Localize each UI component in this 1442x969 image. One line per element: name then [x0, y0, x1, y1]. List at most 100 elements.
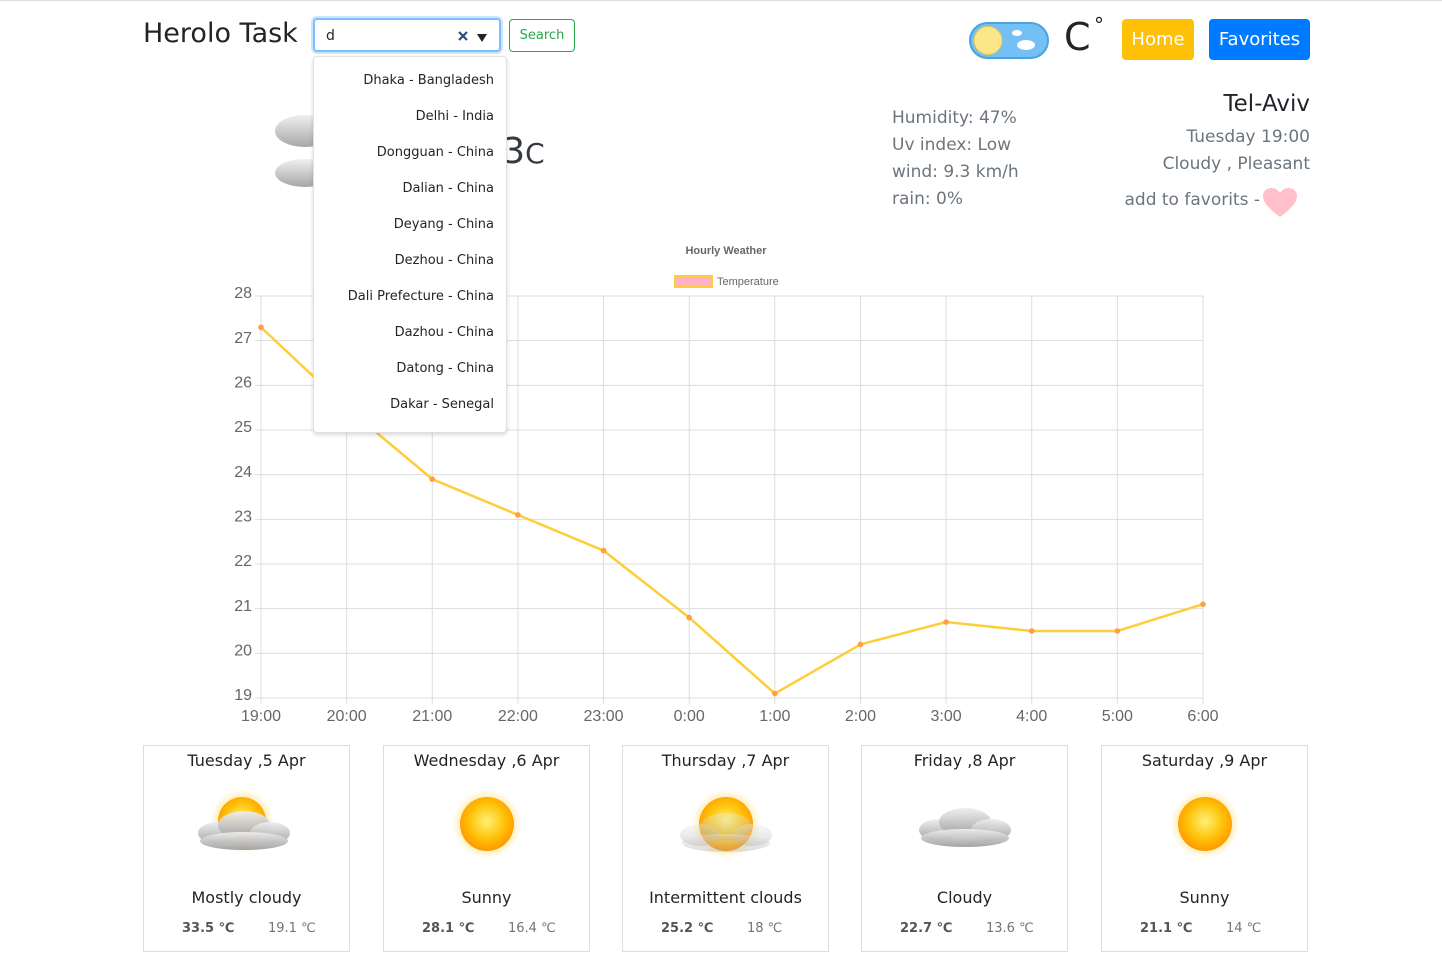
- forecast-min: 13.6 ℃: [986, 921, 1034, 936]
- theme-toggle[interactable]: [968, 21, 1052, 61]
- weather-icon: [919, 808, 1011, 847]
- forecast-card: Tuesday ,5 Apr Mostly cloudy 33.5 ℃ 19.1 ℃: [143, 745, 350, 952]
- forecast-condition: Cloudy: [936, 888, 993, 907]
- y-tick-label: 28: [234, 285, 252, 302]
- cloud: [921, 829, 1009, 847]
- autocomplete-option[interactable]: Dali Prefecture - China: [347, 289, 494, 304]
- autocomplete-option[interactable]: Dazhou - China: [394, 325, 494, 340]
- x-tick-label: 22:00: [498, 708, 538, 725]
- y-tick-label: 23: [234, 509, 252, 526]
- icon-group: [452, 789, 522, 859]
- current-condition: Cloudy , Pleasant: [1162, 154, 1310, 174]
- unit-degree: °: [1094, 13, 1104, 37]
- clear-arrow[interactable]: [457, 30, 497, 44]
- forecast-day: Tuesday ,5 Apr: [187, 751, 306, 770]
- forecast-min: 19.1 ℃: [268, 921, 316, 936]
- y-tick-label: 27: [234, 330, 252, 347]
- autocomplete-option[interactable]: Dezhou - China: [394, 253, 494, 268]
- x-tick-label: 23:00: [584, 708, 624, 725]
- forecast-condition: Intermittent clouds: [649, 888, 802, 907]
- x-tick-label: 20:00: [327, 708, 367, 725]
- x-tick-label: 4:00: [1016, 708, 1047, 725]
- point: [943, 619, 949, 625]
- y-tick-label: 24: [234, 464, 252, 481]
- autocomplete-option[interactable]: Dhaka - Bangladesh: [363, 73, 494, 88]
- forecast-day: Thursday ,7 Apr: [661, 751, 790, 770]
- x-tick-label: 6:00: [1187, 708, 1218, 725]
- point: [1114, 628, 1121, 634]
- autocomplete-option[interactable]: Dongguan - China: [376, 145, 494, 160]
- forecast-day: Saturday ,9 Apr: [1141, 751, 1268, 770]
- search-input[interactable]: d: [313, 18, 501, 52]
- y-tick-label: 22: [234, 553, 252, 570]
- y-tick-label: 20: [234, 643, 252, 660]
- autocomplete-option[interactable]: Delhi - India: [415, 109, 494, 124]
- app-title: Herolo Task: [143, 18, 298, 49]
- weather-icon: [198, 789, 290, 853]
- forecast-condition: Mostly cloudy: [191, 888, 302, 907]
- temperature-line: [260, 326, 1204, 696]
- autocomplete-option[interactable]: Dalian - China: [402, 181, 495, 196]
- icon-group: [919, 808, 1011, 847]
- cloud: [200, 832, 288, 850]
- x-tick-label: 21:00: [412, 708, 452, 725]
- home-button[interactable]: Home: [1122, 19, 1194, 60]
- point: [857, 641, 864, 648]
- wind: wind: 9.3 km/h: [892, 162, 1019, 182]
- search-button[interactable]: Search: [509, 19, 575, 52]
- x-tick-label: 5:00: [1102, 708, 1133, 725]
- sun: [460, 797, 514, 851]
- humidity: Humidity: 47%: [892, 108, 1017, 128]
- forecast-card: Friday ,8 Apr Cloudy 22.7 ℃ 13.6 ℃: [861, 745, 1068, 952]
- point: [1028, 628, 1035, 634]
- forecast-min: 16.4 ℃: [508, 921, 556, 936]
- icon-group: [680, 789, 772, 859]
- legend-label: Temperature: [717, 276, 779, 288]
- forecast-min: 14 ℃: [1226, 921, 1262, 936]
- forecast-max: 22.7 ℃: [900, 921, 953, 936]
- weather-icon: [452, 789, 522, 859]
- chart-title: Hourly Weather: [685, 245, 767, 257]
- point: [429, 476, 436, 482]
- weather-icon: [680, 789, 772, 859]
- point: [686, 614, 692, 621]
- x-tick-label: 19:00: [241, 708, 281, 725]
- autocomplete-option[interactable]: Datong - China: [396, 361, 494, 376]
- legend-swatch: [674, 275, 713, 288]
- autocomplete-list: Dhaka - Bangladesh Delhi - India Dongguan …: [313, 56, 507, 433]
- forecast-max: 21.1 ℃: [1140, 921, 1193, 936]
- forecast-card: Thursday ,7 Apr Intermittent clouds 25.2 ℃…: [622, 745, 829, 952]
- uv-index: Uv index: Low: [892, 135, 1012, 155]
- x-tick-label: 0:00: [674, 708, 705, 725]
- point: [600, 547, 607, 554]
- forecast-min: 18 ℃: [747, 921, 783, 936]
- x-tick-label: 2:00: [845, 708, 876, 725]
- favorites-button[interactable]: Favorites: [1209, 19, 1310, 60]
- forecast-max: 33.5 ℃: [182, 921, 235, 936]
- y-tick-label: 26: [234, 375, 252, 392]
- point: [515, 512, 521, 518]
- icon-group: [198, 789, 290, 853]
- city: Tel-Aviv: [1223, 91, 1310, 117]
- forecast-max: 25.2 ℃: [661, 921, 714, 936]
- forecast-condition: Sunny: [461, 888, 512, 907]
- autocomplete-option[interactable]: Dakar - Senegal: [390, 397, 494, 412]
- sun: [1178, 797, 1232, 851]
- autocomplete-option[interactable]: Deyang - China: [393, 217, 494, 232]
- point: [258, 324, 264, 331]
- details: Humidity: 47% Uv index: Low wind: 9.3 km…: [892, 105, 1019, 213]
- favorite-heart[interactable]: [1262, 187, 1298, 219]
- forecast-day: Friday ,8 Apr: [913, 751, 1016, 770]
- add-favorite-label: add to favorits -: [1124, 190, 1260, 210]
- point: [772, 690, 778, 697]
- unit-toggle[interactable]: C: [1064, 15, 1091, 59]
- forecast-condition: Sunny: [1179, 888, 1230, 907]
- rain: rain: 0%: [892, 189, 964, 209]
- icon-group: [1170, 789, 1240, 859]
- search-value: d: [326, 28, 335, 44]
- forecast-card: Wednesday ,6 Apr Sunny 28.1 ℃ 16.4 ℃: [383, 745, 590, 952]
- temperature-unit: C: [525, 137, 545, 170]
- point: [1200, 601, 1206, 607]
- y-tick-label: 19: [234, 687, 252, 704]
- forecast-max: 28.1 ℃: [422, 921, 475, 936]
